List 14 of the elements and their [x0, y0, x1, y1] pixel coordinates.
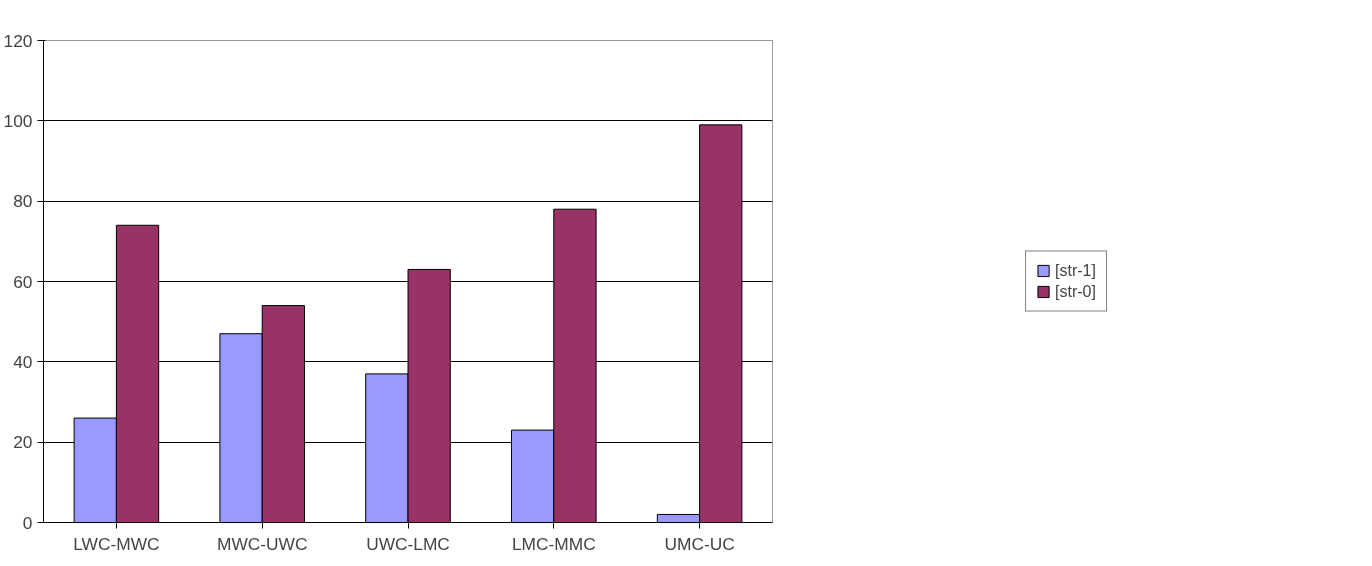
y-tick-label: 20 [13, 432, 33, 453]
y-tick-label: 120 [3, 30, 33, 51]
x-tick-label: UMC-UC [664, 533, 735, 554]
y-tick-label: 60 [13, 271, 33, 292]
y-tick-label: 0 [22, 512, 33, 533]
y-tick-label: 40 [13, 351, 33, 372]
y-tick-label: 100 [3, 110, 33, 131]
x-tick-label: UWC-LMC [366, 533, 450, 554]
y-tick-label: 80 [13, 191, 33, 212]
x-tick-label: LMC-MMC [511, 533, 596, 554]
x-tick-label: MWC-UWC [216, 533, 308, 554]
legend-label: [str-0] [1055, 282, 1096, 301]
x-tick-label: LWC-MWC [73, 533, 160, 554]
legend-label: [str-1] [1055, 261, 1096, 280]
